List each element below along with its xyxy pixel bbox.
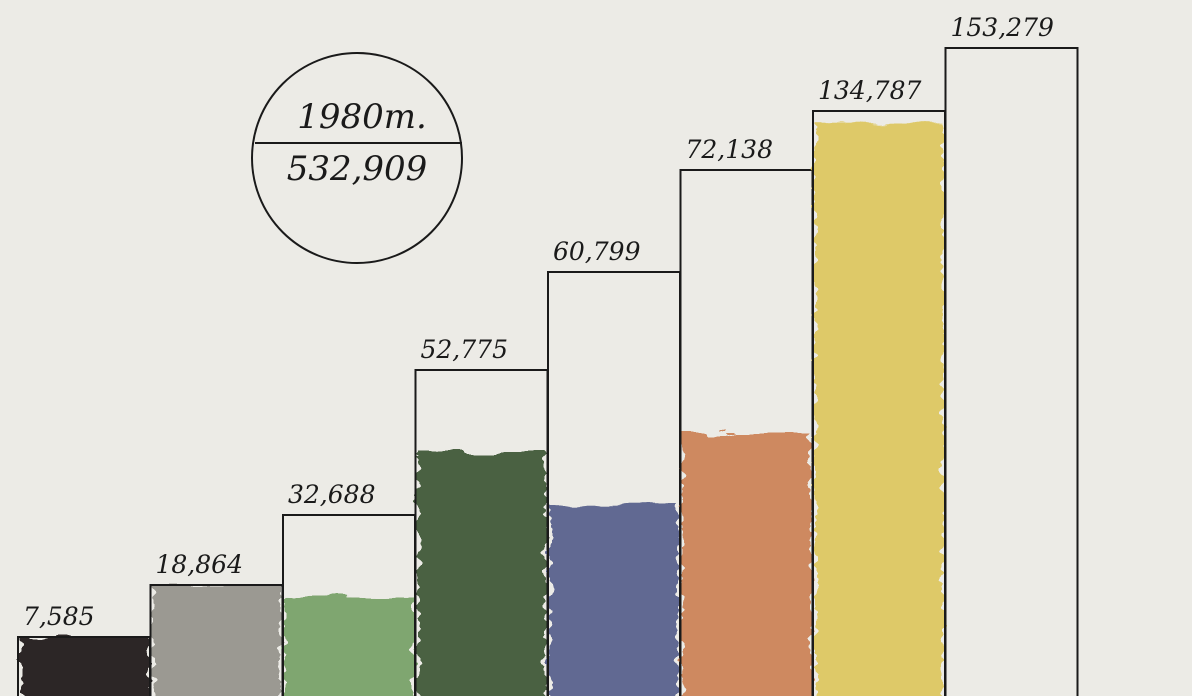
bar-paint	[417, 451, 546, 696]
bar-paint	[152, 585, 281, 696]
total-annotation: 1980m. 532,909	[251, 52, 463, 264]
bar: 153,279	[944, 13, 1079, 696]
bar-paint	[815, 122, 943, 696]
bar-outline	[944, 47, 1079, 696]
bar: 134,787	[812, 76, 946, 696]
bar-value-label: 7,585	[23, 602, 95, 631]
bar-paint	[550, 505, 678, 696]
bar-value-label: 134,787	[818, 76, 921, 105]
bar-value-label: 18,864	[156, 550, 243, 579]
annotation-circle	[251, 52, 463, 264]
bar: 72,138	[679, 135, 814, 696]
bar-value-label: 52,775	[421, 335, 508, 364]
bars-group: 7,585 18,864 32,688 52,775 60,799 72,138 134,7…	[17, 13, 1079, 696]
bar-paint	[20, 637, 148, 696]
bar: 52,775	[414, 335, 549, 696]
annotation-total: 532,909	[287, 149, 428, 189]
bar-value-label: 72,138	[686, 135, 773, 164]
bar-value-label: 32,688	[288, 480, 375, 509]
bar: 7,585	[17, 602, 151, 696]
bar: 60,799	[547, 237, 681, 696]
bar: 32,688	[282, 480, 416, 696]
annotation-year: 1980m.	[297, 97, 427, 137]
bar-paint	[285, 596, 413, 696]
bar-value-label: 60,799	[553, 237, 641, 266]
bar-paint	[682, 433, 811, 696]
bar-value-label: 153,279	[951, 13, 1054, 42]
